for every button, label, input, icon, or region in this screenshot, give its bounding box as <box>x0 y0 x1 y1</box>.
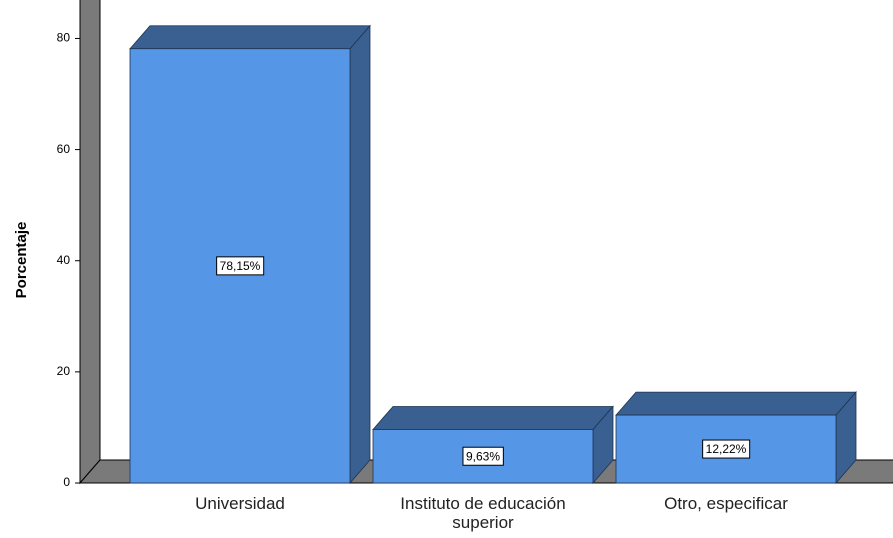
bar-top <box>129 25 371 50</box>
bar-top <box>615 391 857 416</box>
x-tick-label: Universidad <box>195 494 285 513</box>
y-tick-label: 60 <box>57 142 71 156</box>
x-tick-label: Otro, especificar <box>664 494 788 513</box>
value-label: 78,15% <box>220 259 261 273</box>
bar-top <box>372 406 614 430</box>
y-tick-label: 20 <box>57 364 71 378</box>
value-label: 9,63% <box>466 449 500 463</box>
x-tick-label: Instituto de educación superior <box>400 494 566 532</box>
bar-side <box>349 24 371 485</box>
y-tick-label: 40 <box>57 253 71 267</box>
y-axis-label: Porcentaje <box>13 222 30 299</box>
value-label-box <box>462 446 504 466</box>
value-label-box <box>216 256 265 276</box>
back-wall <box>79 0 101 485</box>
value-label-box <box>702 439 751 459</box>
y-tick-label: 80 <box>57 31 71 45</box>
value-label: 12,22% <box>706 442 747 456</box>
y-tick-label: 0 <box>63 475 70 489</box>
